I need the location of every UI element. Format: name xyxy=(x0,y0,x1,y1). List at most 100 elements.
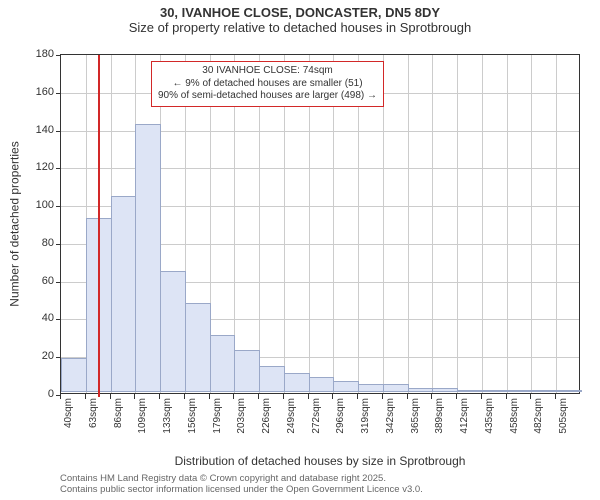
xtick-mark xyxy=(407,394,408,399)
xtick-mark xyxy=(555,394,556,399)
histogram-bar xyxy=(482,390,508,392)
histogram-bar xyxy=(210,335,236,392)
xtick-mark xyxy=(382,394,383,399)
gridline-v xyxy=(482,55,483,393)
ytick-label: 40 xyxy=(24,312,54,324)
ytick-label: 100 xyxy=(24,199,54,211)
annotation-box: 30 IVANHOE CLOSE: 74sqm← 9% of detached … xyxy=(151,61,384,107)
xtick-label: 63sqm xyxy=(88,398,99,428)
ytick-mark xyxy=(56,319,61,320)
chart-area: 30 IVANHOE CLOSE: 74sqm← 9% of detached … xyxy=(60,54,580,426)
xtick-mark xyxy=(357,394,358,399)
footnote: Contains HM Land Registry data © Crown c… xyxy=(60,474,580,496)
xtick-label: 319sqm xyxy=(360,398,371,434)
xtick-mark xyxy=(159,394,160,399)
xtick-label: 412sqm xyxy=(459,398,470,434)
gridline-v xyxy=(457,55,458,393)
xtick-label: 342sqm xyxy=(385,398,396,434)
ytick-mark xyxy=(56,93,61,94)
histogram-bar xyxy=(185,303,211,392)
ytick-label: 20 xyxy=(24,350,54,362)
xtick-label: 482sqm xyxy=(533,398,544,434)
xtick-mark xyxy=(481,394,482,399)
histogram-bar xyxy=(234,350,260,392)
xtick-mark xyxy=(506,394,507,399)
xtick-mark xyxy=(60,394,61,399)
xtick-mark xyxy=(530,394,531,399)
xtick-mark xyxy=(283,394,284,399)
ytick-label: 120 xyxy=(24,161,54,173)
x-axis-title: Distribution of detached houses by size … xyxy=(60,454,580,468)
xtick-label: 156sqm xyxy=(187,398,198,434)
xtick-mark xyxy=(184,394,185,399)
histogram-bar xyxy=(160,271,186,392)
ytick-label: 80 xyxy=(24,237,54,249)
histogram-bar xyxy=(111,196,137,392)
histogram-bar xyxy=(358,384,384,392)
xtick-mark xyxy=(456,394,457,399)
ytick-label: 60 xyxy=(24,275,54,287)
ytick-mark xyxy=(56,206,61,207)
xtick-label: 203sqm xyxy=(236,398,247,434)
annotation-line: 30 IVANHOE CLOSE: 74sqm xyxy=(158,65,377,78)
ytick-label: 0 xyxy=(24,388,54,400)
xtick-mark xyxy=(209,394,210,399)
histogram-bar xyxy=(309,377,335,392)
gridline-v xyxy=(556,55,557,393)
ytick-label: 140 xyxy=(24,124,54,136)
xtick-label: 86sqm xyxy=(113,398,124,428)
histogram-bar xyxy=(408,388,434,392)
xtick-label: 458sqm xyxy=(509,398,520,434)
histogram-bar xyxy=(284,373,310,392)
ytick-mark xyxy=(56,244,61,245)
histogram-bar xyxy=(432,388,458,392)
xtick-label: 296sqm xyxy=(335,398,346,434)
xtick-label: 435sqm xyxy=(484,398,495,434)
histogram-bar xyxy=(507,390,533,392)
xtick-label: 272sqm xyxy=(311,398,322,434)
xtick-label: 505sqm xyxy=(558,398,569,434)
annotation-line: 90% of semi-detached houses are larger (… xyxy=(158,90,377,103)
xtick-label: 226sqm xyxy=(261,398,272,434)
ytick-mark xyxy=(56,131,61,132)
annotation-line: ← 9% of detached houses are smaller (51) xyxy=(158,78,377,91)
histogram-bar xyxy=(383,384,409,392)
xtick-mark xyxy=(134,394,135,399)
gridline-v xyxy=(432,55,433,393)
xtick-mark xyxy=(233,394,234,399)
xtick-mark xyxy=(110,394,111,399)
xtick-label: 179sqm xyxy=(212,398,223,434)
histogram-bar xyxy=(135,124,161,392)
xtick-label: 109sqm xyxy=(137,398,148,434)
histogram-bar xyxy=(457,390,483,392)
chart-title: 30, IVANHOE CLOSE, DONCASTER, DN5 8DY xyxy=(0,6,600,21)
gridline-v xyxy=(507,55,508,393)
ytick-mark xyxy=(56,168,61,169)
xtick-label: 365sqm xyxy=(410,398,421,434)
xtick-mark xyxy=(308,394,309,399)
figure: 30, IVANHOE CLOSE, DONCASTER, DN5 8DY Si… xyxy=(0,0,600,500)
xtick-mark xyxy=(85,394,86,399)
footnote-line: Contains public sector information licen… xyxy=(60,485,580,496)
histogram-bar xyxy=(333,381,359,392)
histogram-bar xyxy=(556,390,582,392)
xtick-label: 389sqm xyxy=(434,398,445,434)
xtick-mark xyxy=(258,394,259,399)
xtick-label: 249sqm xyxy=(286,398,297,434)
ytick-mark xyxy=(56,55,61,56)
ytick-mark xyxy=(56,282,61,283)
histogram-bar xyxy=(531,390,557,392)
xtick-mark xyxy=(332,394,333,399)
xtick-mark xyxy=(431,394,432,399)
xtick-label: 40sqm xyxy=(63,398,74,428)
histogram-bar xyxy=(259,366,285,392)
gridline-v xyxy=(408,55,409,393)
xtick-label: 133sqm xyxy=(162,398,173,434)
gridline-v xyxy=(531,55,532,393)
histogram-bar xyxy=(61,358,87,392)
y-axis-title: Number of detached properties xyxy=(8,54,22,394)
chart-subtitle: Size of property relative to detached ho… xyxy=(0,21,600,36)
marker-line xyxy=(98,55,100,397)
plot-box: 30 IVANHOE CLOSE: 74sqm← 9% of detached … xyxy=(60,54,580,394)
ytick-label: 180 xyxy=(24,48,54,60)
